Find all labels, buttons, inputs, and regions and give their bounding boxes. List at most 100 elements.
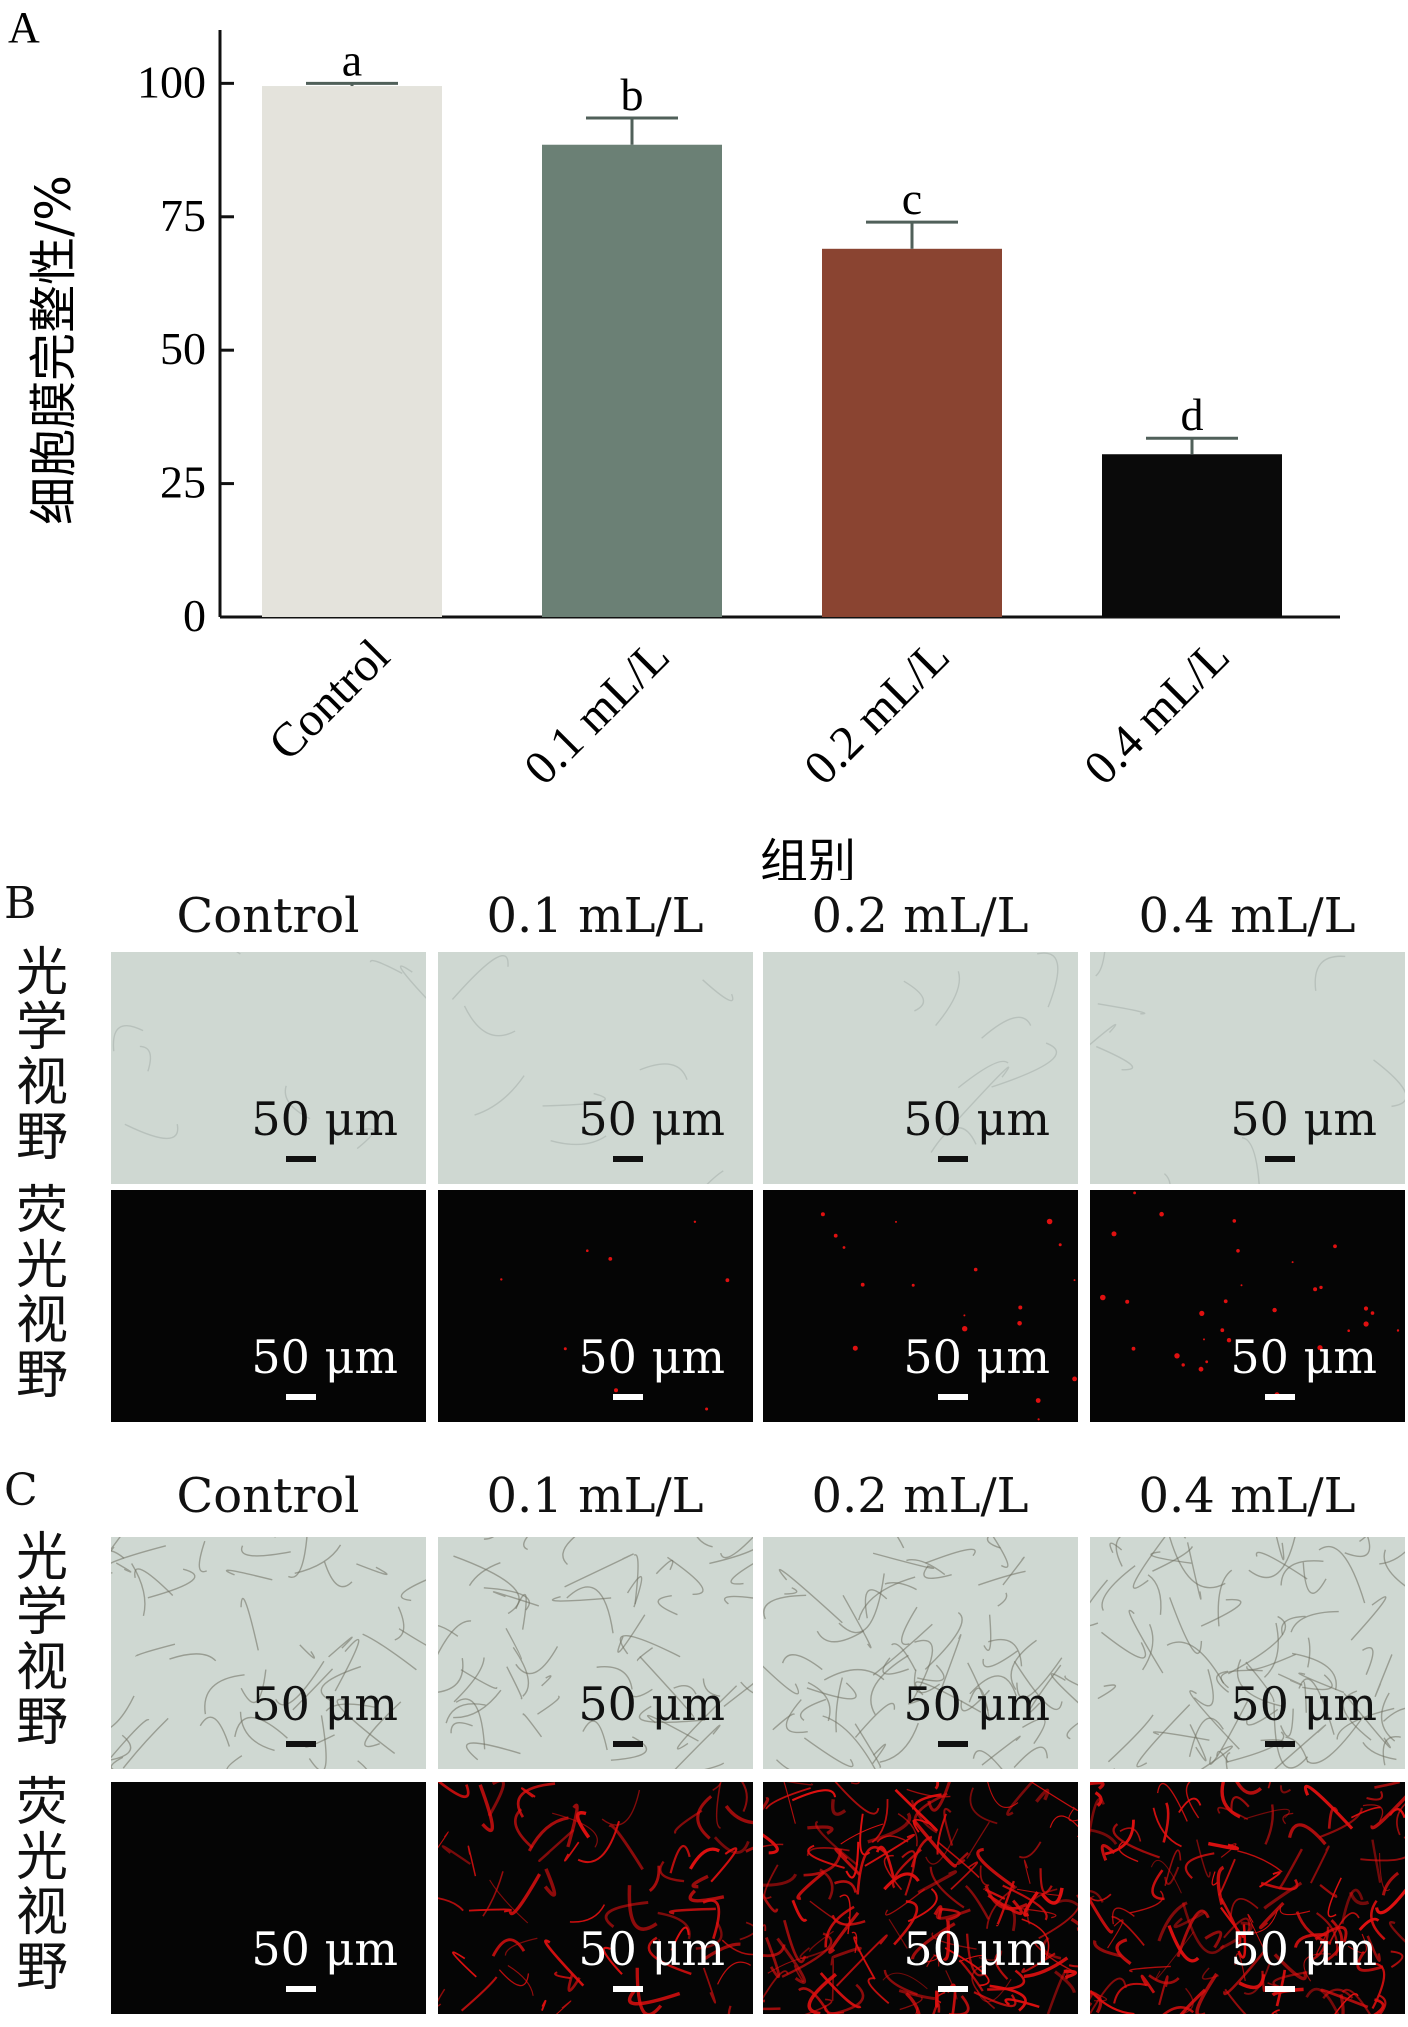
scale-bar-label: 50 μm — [1230, 1330, 1377, 1384]
scale-bar-line — [286, 1741, 316, 1747]
optical-micrograph: 50 μm — [1090, 952, 1405, 1184]
scale-bar: 50 μm — [238, 1330, 398, 1400]
hyphae-texture — [1090, 952, 1405, 1184]
row-label-fluorescence: 荧光视野 — [15, 1773, 68, 1998]
row-label-optical: 光学视野 — [15, 943, 68, 1168]
fluorescence-micrograph: 50 μm — [1090, 1782, 1405, 2014]
y-tick-label: 0 — [183, 590, 206, 641]
scale-bar-line — [613, 1986, 643, 1992]
chart-error-bars — [306, 81, 1238, 455]
significance-letter: c — [902, 173, 922, 224]
optical-micrograph: 50 μm — [438, 952, 753, 1184]
scale-bar-line — [613, 1156, 643, 1162]
chart-significance-letters: a b c d — [342, 34, 1204, 440]
chart-bars — [262, 86, 1282, 618]
column-label: 0.4 mL/L — [1138, 888, 1356, 944]
bar — [262, 86, 442, 618]
y-tick-label: 75 — [160, 190, 206, 241]
scale-bar: 50 μm — [565, 1922, 725, 1992]
scale-bar-label: 50 μm — [903, 1922, 1050, 1976]
bar-chart: A a b c d 0 25 50 75 100 Control 0.1 mL/L 0.2 mL/L… — [8, 3, 1340, 880]
panel-a-label: A — [8, 3, 40, 52]
scale-bar-line — [613, 1741, 643, 1747]
scale-bar-line — [938, 1986, 968, 1992]
scale-bar-line — [613, 1394, 643, 1400]
row-label-optical: 光学视野 — [15, 1528, 68, 1753]
fluorescence-micrograph: 50 μm — [438, 1190, 753, 1422]
optical-micrograph: 50 μm — [763, 952, 1078, 1184]
scale-bar: 50 μm — [890, 1330, 1050, 1400]
scale-bar-label: 50 μm — [578, 1922, 725, 1976]
bar — [822, 248, 1002, 618]
scale-bar: 50 μm — [1217, 1922, 1377, 1992]
scale-bar-label: 50 μm — [251, 1922, 398, 1976]
optical-micrograph: 50 μm — [1090, 1537, 1405, 1769]
scale-bar-line — [286, 1156, 316, 1162]
scale-bar-label: 50 μm — [1230, 1092, 1377, 1146]
x-tick-label: 0.2 mL/L — [794, 629, 960, 795]
fluorescence-texture — [763, 1782, 1078, 2014]
scale-bar-label: 50 μm — [251, 1677, 398, 1731]
y-tick-label: 25 — [160, 457, 206, 508]
scale-bar-line — [938, 1394, 968, 1400]
hyphae-texture — [112, 952, 426, 1150]
x-tick-label: 0.4 mL/L — [1074, 629, 1240, 795]
significance-letter: d — [1181, 389, 1204, 440]
scale-bar-line — [938, 1741, 968, 1747]
fluorescence-micrograph: 50 μm — [111, 1190, 426, 1422]
scale-bar-label: 50 μm — [251, 1330, 398, 1384]
scale-bar: 50 μm — [1217, 1092, 1377, 1162]
column-label: 0.1 mL/L — [486, 1468, 704, 1524]
y-tick-label: 100 — [137, 56, 206, 107]
hyphae-texture — [111, 1537, 426, 1769]
hyphae-texture — [903, 952, 1059, 1153]
column-label: Control — [176, 888, 360, 944]
x-tick-label: 0.1 mL/L — [514, 629, 680, 795]
fluorescence-texture — [438, 1782, 753, 2014]
scale-bar-line — [1265, 1156, 1295, 1162]
scale-bar-label: 50 μm — [1230, 1922, 1377, 1976]
scale-bar: 50 μm — [890, 1922, 1050, 1992]
optical-micrograph: 50 μm — [763, 1537, 1078, 1769]
scale-bar-line — [286, 1394, 316, 1400]
scale-bar: 50 μm — [565, 1092, 725, 1162]
scale-bar: 50 μm — [890, 1677, 1050, 1747]
fluorescence-micrograph: 50 μm — [1090, 1190, 1405, 1422]
scale-bar: 50 μm — [1217, 1330, 1377, 1400]
significance-letter: b — [621, 69, 644, 120]
optical-micrograph: 50 μm — [111, 952, 426, 1184]
scale-bar-line — [938, 1156, 968, 1162]
scale-bar: 50 μm — [565, 1677, 725, 1747]
x-tick-label: Control — [259, 629, 400, 770]
column-label: 0.1 mL/L — [486, 888, 704, 944]
scale-bar-line — [286, 1986, 316, 1992]
column-label: Control — [176, 1468, 360, 1524]
scale-bar: 50 μm — [565, 1330, 725, 1400]
scale-bar: 50 μm — [238, 1092, 398, 1162]
y-tick-label: 50 — [160, 323, 206, 374]
scale-bar-label: 50 μm — [903, 1677, 1050, 1731]
hyphae-texture — [763, 1537, 1078, 1769]
fluorescence-texture — [1100, 1191, 1400, 1398]
scale-bar: 50 μm — [238, 1922, 398, 1992]
scale-bar-line — [1265, 1394, 1295, 1400]
bar — [542, 144, 722, 617]
optical-micrograph: 50 μm — [111, 1537, 426, 1769]
scale-bar-label: 50 μm — [903, 1092, 1050, 1146]
scale-bar-line — [1265, 1741, 1295, 1747]
fluorescence-micrograph: 50 μm — [438, 1782, 753, 2014]
scale-bar: 50 μm — [238, 1677, 398, 1747]
hyphae-texture — [438, 1537, 753, 1769]
scale-bar-label: 50 μm — [903, 1330, 1050, 1384]
significance-letter: a — [342, 34, 362, 85]
hyphae-texture — [1090, 1537, 1405, 1769]
row-label-fluorescence: 荧光视野 — [15, 1181, 68, 1406]
scale-bar: 50 μm — [890, 1092, 1050, 1162]
scale-bar-line — [1265, 1986, 1295, 1992]
scale-bar-label: 50 μm — [578, 1092, 725, 1146]
scale-bar: 50 μm — [1217, 1677, 1377, 1747]
scale-bar-label: 50 μm — [1230, 1677, 1377, 1731]
column-label: 0.2 mL/L — [811, 888, 1029, 944]
fluorescence-micrograph: 50 μm — [763, 1190, 1078, 1422]
fluorescence-texture — [500, 1220, 730, 1411]
